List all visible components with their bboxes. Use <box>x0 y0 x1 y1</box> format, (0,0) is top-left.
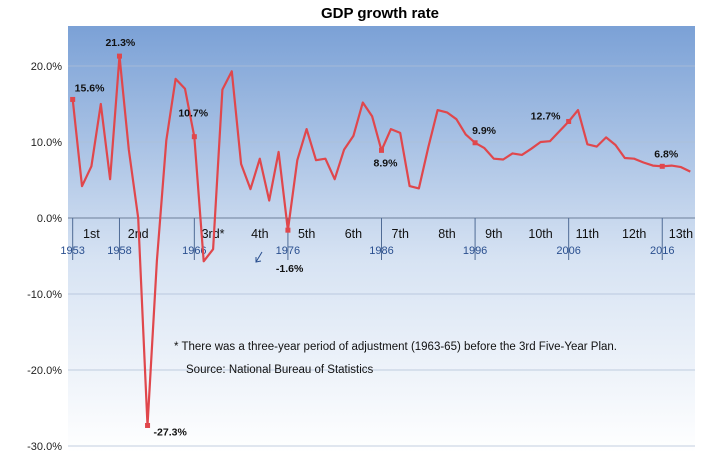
plan-label: 8th <box>438 227 455 241</box>
y-tick-label: -20.0% <box>27 365 62 377</box>
y-axis-ticks: 20.0% 10.0% 0.0% -10.0% -20.0% -30.0% <box>27 61 62 453</box>
year-label: 1966 <box>182 245 206 257</box>
data-labels: 15.6% 21.3% -27.3% 10.7% -1.6% 8.9% 9.9% 12.7% 6… <box>75 37 679 438</box>
data-marker <box>659 163 665 169</box>
data-marker <box>191 134 197 140</box>
y-tick-label: -10.0% <box>27 289 62 301</box>
plan-dividers <box>72 218 663 260</box>
y-tick-label: 0.0% <box>37 213 62 225</box>
data-marker <box>472 140 478 146</box>
plan-label: 6th <box>345 227 362 241</box>
y-tick-label: 20.0% <box>31 61 62 73</box>
data-marker <box>566 118 572 124</box>
data-label: 6.8% <box>654 148 679 160</box>
plan-label: 9th <box>485 227 502 241</box>
data-label: 8.9% <box>374 157 399 169</box>
data-marker <box>379 147 384 153</box>
year-label: 1986 <box>369 245 393 257</box>
data-markers <box>70 53 665 428</box>
plan-label: 12th <box>622 227 646 241</box>
plan-labels: 1st 2nd 3rd* 4th 5th 6th 7th 8th 9th 10th 11th 12th… <box>83 227 693 241</box>
data-marker <box>285 227 291 233</box>
data-marker <box>145 422 151 428</box>
plan-label: 5th <box>298 227 315 241</box>
year-label: 1953 <box>60 245 84 257</box>
year-label: 2006 <box>556 245 580 257</box>
data-label: 10.7% <box>178 108 208 120</box>
data-label: 15.6% <box>75 82 105 94</box>
data-marker <box>116 53 122 59</box>
data-label: -1.6% <box>276 263 304 275</box>
plan-label: 4th <box>251 227 268 241</box>
y-tick-label: -30.0% <box>27 441 62 453</box>
data-label: 9.9% <box>472 125 497 137</box>
data-label: -27.3% <box>154 426 188 438</box>
year-label: 1976 <box>276 245 300 257</box>
footnote: * There was a three-year period of adjus… <box>174 341 617 353</box>
plan-label: 11th <box>576 227 599 241</box>
arrow-icon <box>255 251 263 263</box>
y-tick-label: 10.0% <box>31 137 62 149</box>
year-labels: 1953 1958 1966 1976 1986 1996 2006 2016 <box>60 245 674 257</box>
chart-title: GDP growth rate <box>321 5 439 22</box>
year-label: 1996 <box>463 245 487 257</box>
source-note: Source: National Bureau of Statistics <box>186 364 374 376</box>
plan-label: 7th <box>392 227 409 241</box>
year-label: 2016 <box>650 245 674 257</box>
data-marker <box>70 96 76 102</box>
year-label: 1958 <box>107 245 131 257</box>
plan-label: 1st <box>83 227 100 241</box>
data-label: 12.7% <box>531 110 561 122</box>
plan-label: 10th <box>528 227 552 241</box>
plan-label: 13th <box>669 227 693 241</box>
data-label: 21.3% <box>105 37 135 49</box>
